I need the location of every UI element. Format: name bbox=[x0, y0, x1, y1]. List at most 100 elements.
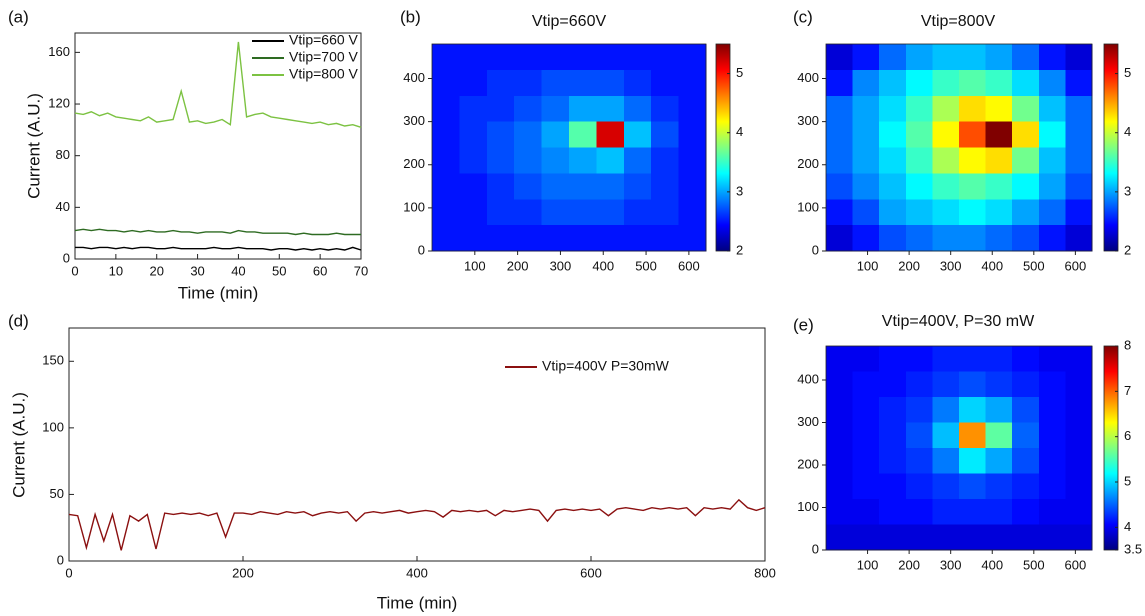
x-tick-label: 70 bbox=[354, 263, 368, 278]
x-tick-label: 500 bbox=[1023, 557, 1045, 572]
x-tick-label: 300 bbox=[940, 258, 962, 273]
heatmap-cell bbox=[1065, 121, 1093, 148]
heatmap-cell bbox=[596, 69, 625, 97]
series-line bbox=[75, 246, 362, 251]
x-tick-label: 300 bbox=[940, 557, 962, 572]
heatmap-cell bbox=[932, 147, 960, 174]
heatmap-cell bbox=[459, 121, 488, 148]
heatmap-cell bbox=[459, 44, 488, 71]
heatmap-cell bbox=[432, 199, 460, 226]
heatmap-cell bbox=[1038, 69, 1066, 97]
heatmap-cell bbox=[432, 147, 460, 174]
heatmap-cell bbox=[1065, 69, 1093, 97]
heatmap-cell bbox=[985, 346, 1013, 372]
heatmap-cell bbox=[852, 121, 880, 148]
heatmap-cell bbox=[432, 173, 460, 200]
heatmap-cell bbox=[541, 225, 570, 252]
colorbar-tick-label: 3.5 bbox=[1124, 541, 1142, 556]
heatmap-cell bbox=[569, 121, 597, 148]
x-tick-label: 400 bbox=[592, 258, 614, 273]
heatmap-cell bbox=[432, 69, 460, 97]
heatmap-cell bbox=[623, 225, 652, 252]
heatmap-cell bbox=[596, 199, 625, 226]
heatmap-cell bbox=[1038, 44, 1066, 71]
heatmap-cell bbox=[1065, 448, 1093, 474]
plot-frame bbox=[74, 32, 362, 260]
heatmap-cell bbox=[879, 397, 907, 423]
heatmap-cell bbox=[1065, 473, 1093, 500]
legend-label: Vtip=660 V bbox=[289, 32, 359, 48]
heatmap-cell bbox=[1065, 499, 1093, 525]
heatmap-cell bbox=[1065, 524, 1093, 551]
y-tick-label: 100 bbox=[797, 199, 819, 214]
heatmap-cell bbox=[826, 448, 854, 474]
heatmap-cell bbox=[596, 147, 625, 174]
heatmap-cell bbox=[596, 95, 625, 123]
heatmap-cell bbox=[569, 199, 597, 226]
heatmap-cell bbox=[1012, 44, 1040, 71]
heatmap-cell bbox=[959, 346, 987, 372]
heatmap-cell bbox=[826, 397, 854, 423]
x-tick-label: 800 bbox=[754, 565, 776, 580]
x-tick-label: 200 bbox=[507, 258, 529, 273]
heatmap-cell bbox=[932, 69, 960, 97]
heatmap-cell bbox=[826, 422, 854, 449]
heatmap-cell bbox=[1038, 95, 1066, 123]
heatmap-cell bbox=[826, 199, 854, 226]
heatmap-cell bbox=[959, 371, 987, 398]
heatmap-cell bbox=[985, 95, 1013, 123]
heatmap-cell bbox=[459, 69, 488, 97]
heatmap-cell bbox=[826, 371, 854, 398]
x-tick-label: 600 bbox=[1065, 557, 1087, 572]
heatmap-cell bbox=[1038, 448, 1066, 474]
x-tick-label: 20 bbox=[149, 263, 163, 278]
legend-label: Vtip=400V P=30mW bbox=[542, 358, 670, 374]
heatmap-cell bbox=[541, 95, 570, 123]
panel-title: Vtip=800V bbox=[921, 13, 996, 30]
heatmap-cell bbox=[541, 173, 570, 200]
heatmap-cell bbox=[905, 371, 933, 398]
heatmap-cell bbox=[826, 225, 854, 252]
heatmap-cell bbox=[1012, 121, 1040, 148]
legend-label: Vtip=700 V bbox=[289, 49, 359, 65]
heatmap-cell bbox=[678, 147, 707, 174]
heatmap-cell bbox=[959, 225, 987, 252]
heatmap-cell bbox=[569, 44, 597, 71]
heatmap-cell bbox=[1012, 524, 1040, 551]
heatmap-cell bbox=[1038, 422, 1066, 449]
x-tick-label: 50 bbox=[272, 263, 286, 278]
heatmap-cell bbox=[852, 346, 880, 372]
heatmap-cell bbox=[879, 44, 907, 71]
heatmap-cell bbox=[1038, 473, 1066, 500]
heatmap-cell bbox=[541, 199, 570, 226]
heatmap-cell bbox=[678, 44, 707, 71]
panel-label: (d) bbox=[8, 311, 29, 330]
heatmap-cell bbox=[678, 225, 707, 252]
heatmap-cell bbox=[459, 199, 488, 226]
x-tick-label: 400 bbox=[981, 557, 1003, 572]
heatmap-cell bbox=[959, 69, 987, 97]
x-tick-label: 300 bbox=[550, 258, 572, 273]
heatmap-cell bbox=[852, 524, 880, 551]
y-tick-label: 300 bbox=[797, 113, 819, 128]
heatmap-cell bbox=[623, 147, 652, 174]
plot-frame bbox=[825, 43, 1093, 252]
heatmap-cell bbox=[1012, 199, 1040, 226]
heatmap-cell bbox=[623, 199, 652, 226]
heatmap-cell bbox=[905, 147, 933, 174]
heatmap-cell bbox=[1038, 225, 1066, 252]
heatmap-cell bbox=[932, 422, 960, 449]
heatmap-cell bbox=[905, 69, 933, 97]
heatmap-cell bbox=[1012, 95, 1040, 123]
y-tick-label: 120 bbox=[48, 95, 70, 110]
x-tick-label: 500 bbox=[1023, 258, 1045, 273]
heatmap-cell bbox=[514, 199, 543, 226]
heatmap-cell bbox=[1065, 147, 1093, 174]
heatmap-cell bbox=[596, 173, 625, 200]
heatmap-cell bbox=[541, 44, 570, 71]
heatmap-cell bbox=[678, 199, 707, 226]
heatmap-cell bbox=[879, 346, 907, 372]
heatmap-cell bbox=[569, 225, 597, 252]
y-tick-label: 300 bbox=[797, 414, 819, 429]
heatmap-cell bbox=[569, 95, 597, 123]
